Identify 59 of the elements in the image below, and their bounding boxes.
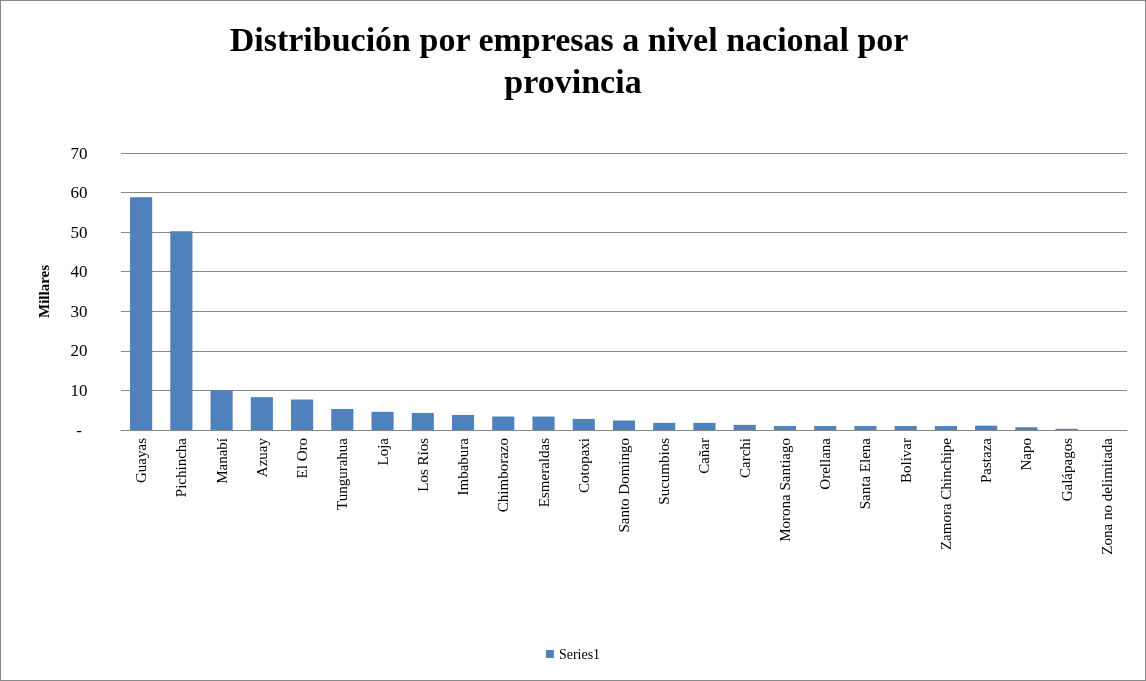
x-tick-label: Santo Domingo (616, 438, 632, 533)
x-tick-label: El Oro (294, 438, 311, 479)
x-tick-label: Pichincha (173, 437, 190, 498)
y-tick-label: 70 (70, 143, 88, 163)
bar (371, 411, 394, 430)
bar (130, 197, 153, 430)
y-tick-label: 10 (70, 380, 88, 400)
bar (411, 412, 434, 430)
bar (612, 420, 636, 430)
y-tick-label: - (76, 420, 83, 440)
bar (894, 426, 917, 430)
x-tick-label: Pastaza (978, 437, 995, 483)
bar (572, 418, 595, 430)
x-tick-label: Cotopaxi (575, 438, 592, 493)
bar (331, 409, 354, 430)
x-tick-label: Loja (374, 437, 391, 466)
bar (210, 390, 233, 430)
bar (492, 416, 515, 430)
x-tick-label: Zona no delimitada (1098, 437, 1115, 555)
x-tick-label: Galápagos (1058, 437, 1075, 502)
x-tick-label: Santa Elena (857, 437, 874, 510)
x-tick-label: Cañar (696, 438, 713, 474)
x-tick-label: Los Ríos (414, 437, 431, 492)
x-tick-label: Morona Santiago (776, 438, 793, 542)
bar (854, 426, 877, 430)
x-tick-label: Tungurahua (334, 437, 351, 510)
y-tick-label: 30 (70, 301, 88, 321)
x-tick-label: Imbabura (455, 437, 472, 496)
bar (451, 414, 475, 430)
bar (250, 397, 273, 430)
bar (773, 426, 797, 430)
bar (1015, 427, 1038, 430)
bar (291, 399, 314, 430)
x-tick-label: Zamora Chinchipe (937, 437, 954, 551)
legend-label: Series1 (558, 646, 601, 662)
x-tick-label: Sucumbios (656, 437, 673, 505)
x-tick-label: Azuay (253, 437, 270, 478)
x-tick-label: Napo (1018, 438, 1035, 471)
bar (733, 424, 756, 430)
bar (532, 416, 555, 430)
x-tick-label: Manabí (213, 438, 230, 484)
bar (975, 425, 998, 430)
x-tick-label: Chimborazo (495, 438, 512, 513)
y-tick-label: 50 (70, 222, 88, 242)
bar (653, 422, 676, 430)
y-tick-label: 60 (70, 183, 88, 203)
x-tick-label: Guayas (133, 437, 150, 483)
bar (814, 426, 837, 430)
x-tick-label: Orellana (817, 437, 834, 490)
bar (170, 231, 193, 430)
x-tick-label: Bolivar (897, 438, 914, 483)
x-tick-label: Carchi (736, 438, 753, 478)
y-tick-label: 40 (70, 262, 88, 282)
y-axis-title: Millares (35, 264, 52, 319)
y-tick-label: 20 (70, 341, 88, 361)
bar (693, 422, 716, 430)
chart-title: Distribución por empresas a nivel nacional por provincia (229, 20, 917, 100)
x-tick-label: Esmeraldas (535, 437, 552, 508)
bar (934, 426, 957, 430)
